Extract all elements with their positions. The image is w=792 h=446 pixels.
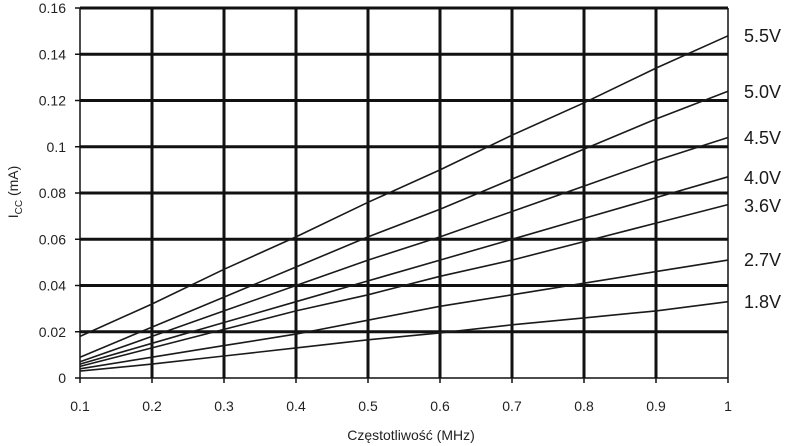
- x-tick-label: 0.3: [214, 398, 234, 414]
- grid: [75, 6, 729, 383]
- series-label: 4.0V: [744, 168, 781, 188]
- series-line: [79, 176, 729, 365]
- x-tick-label: 0.5: [358, 398, 378, 414]
- series-line: [79, 259, 729, 370]
- x-tick-label: 0.6: [430, 398, 450, 414]
- series-line: [79, 35, 729, 338]
- y-tick-label: 0.08: [39, 185, 66, 201]
- series-line: [79, 136, 729, 363]
- y-axis-title-sub: CC: [14, 200, 25, 214]
- series-label: 5.5V: [744, 26, 781, 46]
- y-tick-label: 0.06: [39, 231, 66, 247]
- series-label: 4.5V: [744, 128, 781, 148]
- y-axis-title-unit: (mA): [5, 166, 21, 200]
- series-labels: 5.5V 5.0V 4.5V 4.0V 3.6V 2.7V 1.8V: [744, 26, 781, 312]
- y-tick-label: 0.04: [39, 278, 66, 294]
- series-label: 1.8V: [744, 292, 781, 312]
- y-tick-label: 0.16: [39, 0, 66, 16]
- x-tick-label: 0.1: [70, 398, 90, 414]
- x-axis-ticks: 0.1 0.2 0.3 0.4 0.5 0.6 0.7 0.8 0.9 1: [70, 398, 732, 414]
- x-tick-label: 0.2: [142, 398, 162, 414]
- x-axis-title: Częstotliwość (MHz): [347, 427, 475, 443]
- y-axis-ticks: 0 0.02 0.04 0.06 0.08 0.1 0.12 0.14 0.16: [39, 0, 66, 386]
- y-tick-label: 0.14: [39, 46, 66, 62]
- series-line: [79, 300, 729, 372]
- series-lines: [79, 35, 729, 372]
- y-axis-title-main: I: [5, 214, 21, 218]
- series-label: 5.0V: [744, 82, 781, 102]
- y-axis-title: ICC (mA): [5, 166, 25, 219]
- y-tick-label: 0.1: [47, 139, 67, 155]
- x-tick-label: 0.4: [286, 398, 306, 414]
- y-tick-label: 0: [58, 370, 66, 386]
- series-line: [79, 90, 729, 358]
- y-tick-label: 0.12: [39, 93, 66, 109]
- x-tick-label: 1: [724, 398, 732, 414]
- series-label: 3.6V: [744, 196, 781, 216]
- x-tick-label: 0.8: [574, 398, 594, 414]
- x-tick-label: 0.9: [646, 398, 666, 414]
- series-label: 2.7V: [744, 250, 781, 270]
- x-tick-label: 0.7: [502, 398, 522, 414]
- series-line: [79, 203, 729, 368]
- y-tick-label: 0.02: [39, 324, 66, 340]
